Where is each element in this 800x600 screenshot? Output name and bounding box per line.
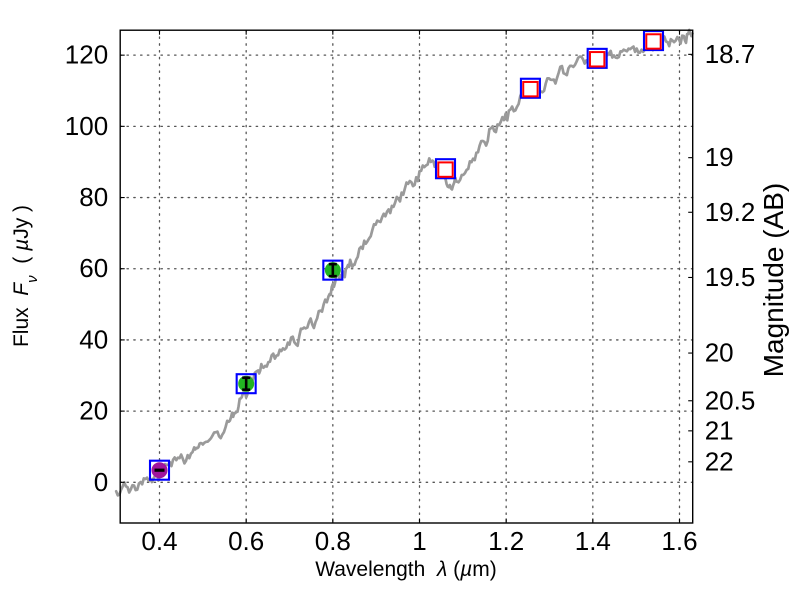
- svg-text:19.5: 19.5: [705, 262, 756, 292]
- svg-text:40: 40: [79, 324, 108, 354]
- svg-text:120: 120: [65, 40, 108, 70]
- svg-text:Wavelength λ (µm): Wavelength λ (µm): [315, 558, 497, 581]
- svg-text:1.4: 1.4: [575, 526, 611, 556]
- svg-text:20: 20: [79, 396, 108, 426]
- svg-text:80: 80: [79, 182, 108, 212]
- svg-text:0.8: 0.8: [315, 526, 351, 556]
- svg-text:60: 60: [79, 253, 108, 283]
- svg-text:1.2: 1.2: [488, 526, 524, 556]
- svg-text:19: 19: [705, 142, 734, 172]
- svg-text:21: 21: [705, 415, 734, 445]
- svg-text:Magnitude (AB): Magnitude (AB): [758, 183, 789, 378]
- svg-text:20: 20: [705, 338, 734, 368]
- svg-text:0.4: 0.4: [141, 526, 177, 556]
- svg-text:0.6: 0.6: [228, 526, 264, 556]
- svg-text:100: 100: [65, 111, 108, 141]
- svg-text:18.7: 18.7: [705, 39, 756, 69]
- svg-text:20.5: 20.5: [705, 385, 756, 415]
- svg-text:1: 1: [412, 526, 426, 556]
- svg-text:19.2: 19.2: [705, 197, 756, 227]
- svg-text:1.6: 1.6: [661, 526, 697, 556]
- svg-text:0: 0: [94, 467, 108, 497]
- svg-text:22: 22: [705, 446, 734, 476]
